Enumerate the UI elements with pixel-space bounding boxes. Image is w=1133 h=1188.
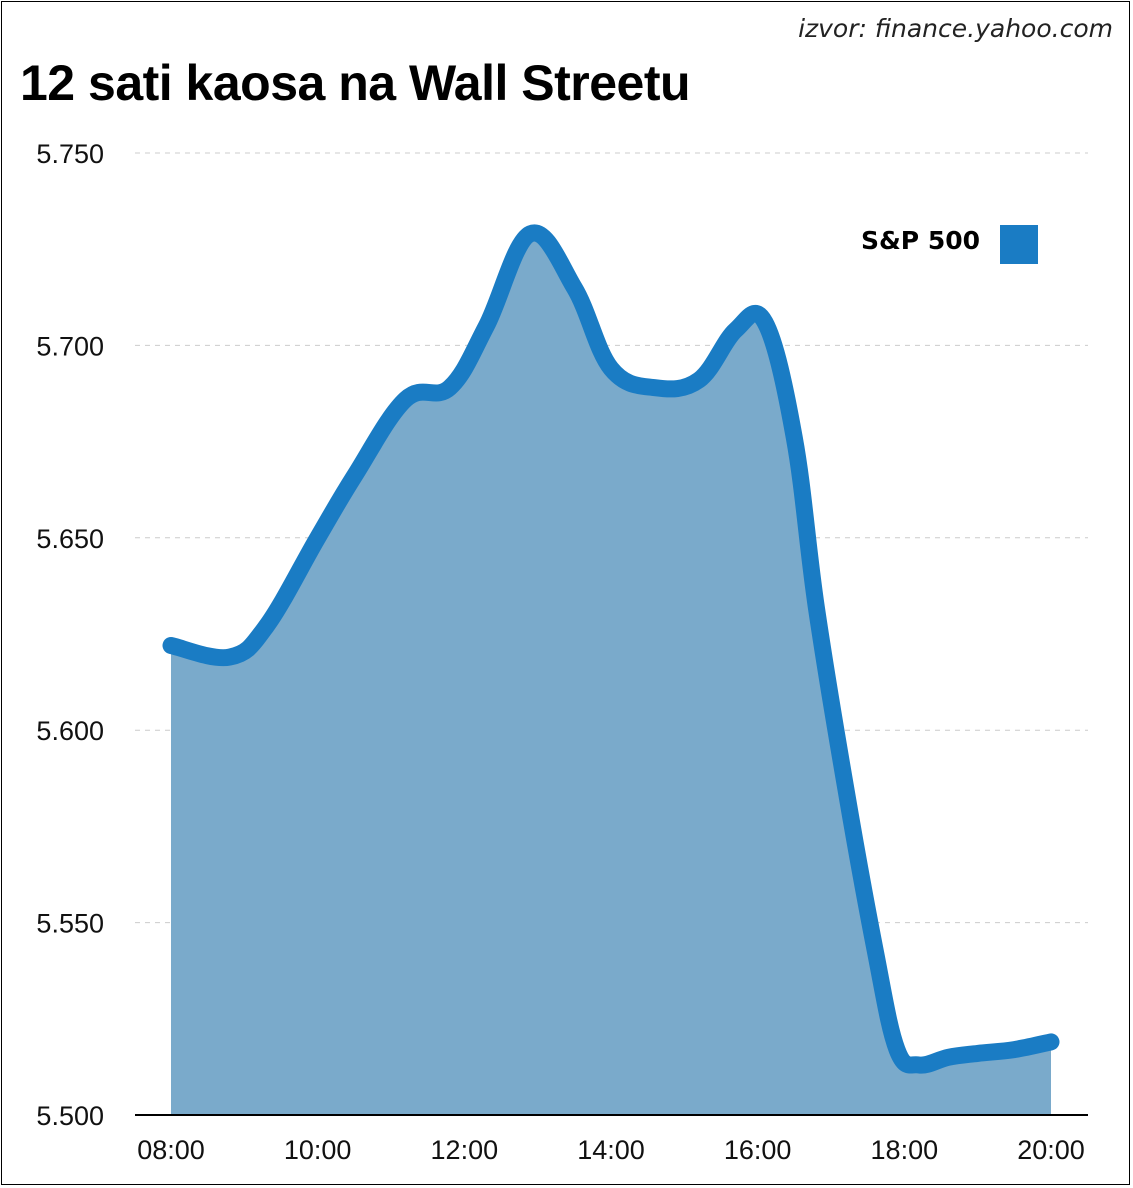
source-note: izvor: finance.yahoo.com [798,14,1113,43]
x-tick-label: 12:00 [431,1135,499,1165]
y-tick-label: 5.600 [36,716,104,746]
y-tick-label: 5.550 [36,909,104,939]
x-tick-label: 18:00 [871,1135,939,1165]
y-tick-label: 5.500 [36,1101,104,1131]
legend-label: S&P 500 [861,226,981,255]
x-tick-label: 10:00 [284,1135,352,1165]
y-tick-label: 5.650 [36,524,104,554]
series-line-sp500 [162,224,1060,1074]
grid-lines [135,152,1088,924]
chart-title: 12 sati kaosa na Wall Streetu [20,55,691,111]
legend-swatch [1000,225,1038,264]
x-tick-label: 16:00 [724,1135,792,1165]
x-tick-label: 08:00 [137,1135,205,1165]
x-axis-ticks: 08:00 10:00 12:00 14:00 16:00 18:00 20:00 [137,1135,1085,1165]
series-area-sp500 [171,232,1051,1115]
y-tick-label: 5.750 [36,139,104,169]
y-axis-ticks: 5.500 5.550 5.600 5.650 5.700 5.750 [36,139,104,1131]
x-tick-label: 20:00 [1017,1135,1085,1165]
x-tick-label: 14:00 [577,1135,645,1165]
y-tick-label: 5.700 [36,331,104,361]
